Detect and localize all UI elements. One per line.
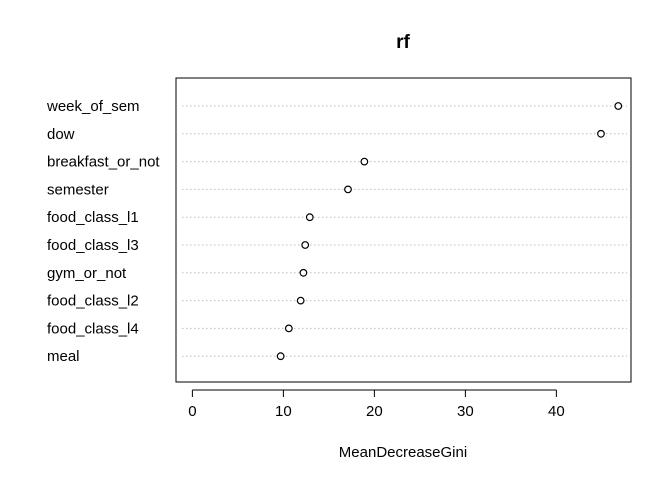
point-food_class_l4 — [284, 324, 293, 333]
variable-label-food_class_l2: food_class_l2 — [47, 293, 139, 310]
point-food_class_l3 — [301, 241, 310, 249]
variable-label-week_of_sem: week_of_sem — [46, 98, 140, 115]
point-gym_or_not — [299, 268, 308, 277]
x-tick-label-20: 20 — [366, 403, 383, 420]
x-tick-label-30: 30 — [457, 403, 474, 420]
variable-label-gym_or_not: gym_or_not — [47, 265, 127, 282]
x-axis-label: MeanDecreaseGini — [339, 444, 467, 461]
point-food_class_l1 — [305, 213, 314, 222]
point-meal — [276, 352, 285, 361]
variable-label-food_class_l1: food_class_l1 — [47, 209, 139, 226]
x-tick-label-40: 40 — [548, 403, 565, 420]
x-axis: 0 10 20 30 40 — [188, 389, 565, 420]
variable-label-food_class_l4: food_class_l4 — [47, 320, 139, 337]
chart-title: rf — [396, 32, 410, 53]
variable-label-dow: dow — [47, 126, 75, 143]
point-week_of_sem — [614, 102, 623, 110]
plot-frame — [175, 77, 632, 383]
point-breakfast_or_not — [360, 157, 369, 166]
variable-label-breakfast_or_not: breakfast_or_not — [47, 154, 160, 171]
point-dow — [597, 129, 605, 138]
grid-lines — [182, 105, 627, 357]
point-food_class_l2 — [296, 296, 305, 305]
point-semester — [344, 185, 352, 194]
variable-label-food_class_l3: food_class_l3 — [47, 237, 139, 254]
variable-label-meal: meal — [47, 348, 80, 365]
variable-label-semester: semester — [47, 181, 109, 198]
data-points — [276, 102, 623, 361]
x-tick-label-10: 10 — [275, 403, 292, 420]
x-tick-label-0: 0 — [188, 403, 196, 420]
